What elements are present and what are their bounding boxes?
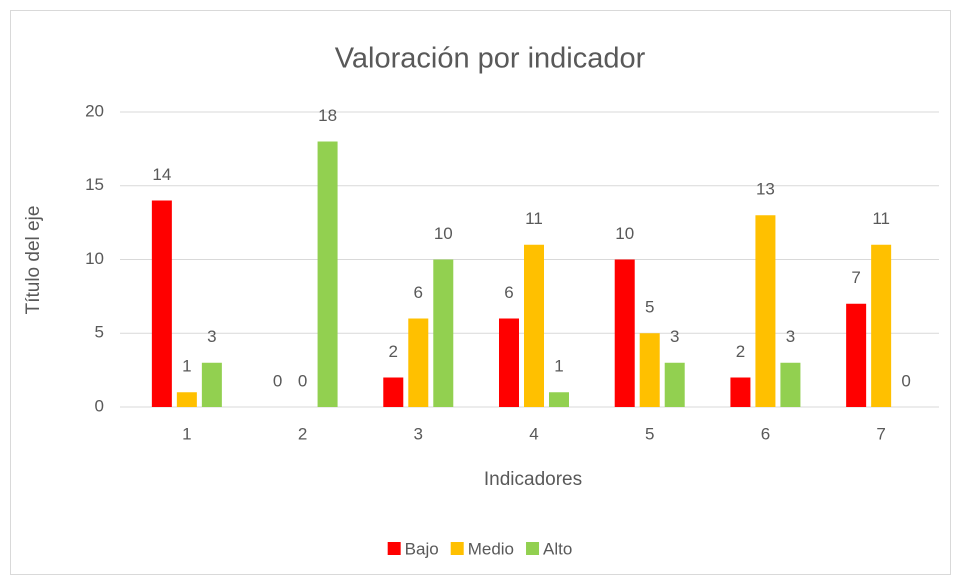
legend-swatch bbox=[450, 542, 464, 555]
data-label: 1 bbox=[182, 357, 191, 376]
x-tick-label: 6 bbox=[761, 424, 770, 443]
data-label: 0 bbox=[901, 371, 910, 390]
legend-label: Medio bbox=[468, 539, 514, 558]
data-label: 10 bbox=[434, 224, 453, 243]
x-tick-label: 3 bbox=[414, 424, 423, 443]
data-label: 3 bbox=[670, 327, 679, 346]
bar bbox=[780, 362, 801, 407]
data-label: 13 bbox=[756, 180, 775, 199]
bar bbox=[664, 362, 685, 407]
data-label: 10 bbox=[615, 224, 634, 243]
data-label: 11 bbox=[525, 209, 543, 228]
y-tick-label: 10 bbox=[85, 249, 104, 268]
chart-title: Valoración por indicador bbox=[335, 43, 646, 75]
x-tick-label: 5 bbox=[645, 424, 654, 443]
data-label: 3 bbox=[786, 327, 795, 346]
data-label: 6 bbox=[504, 283, 513, 302]
legend-label: Alto bbox=[543, 539, 572, 558]
chart-border bbox=[10, 10, 951, 575]
legend-swatch bbox=[387, 542, 401, 555]
x-tick-label: 2 bbox=[298, 424, 307, 443]
bar bbox=[614, 259, 635, 407]
bar bbox=[549, 392, 569, 407]
data-label: 6 bbox=[414, 283, 423, 302]
bar bbox=[499, 318, 519, 407]
bar bbox=[730, 377, 751, 407]
y-tick-label: 5 bbox=[95, 323, 104, 342]
data-label: 7 bbox=[851, 268, 860, 287]
data-label: 5 bbox=[645, 298, 654, 317]
data-label: 0 bbox=[298, 371, 307, 390]
bar bbox=[433, 259, 454, 407]
x-axis-label: Indicadores bbox=[484, 469, 582, 490]
x-tick-label: 4 bbox=[529, 424, 538, 443]
bar bbox=[151, 200, 172, 407]
y-axis-label: Título del eje bbox=[23, 206, 44, 315]
data-label: 2 bbox=[389, 342, 398, 361]
x-tick-label: 7 bbox=[876, 424, 885, 443]
bar bbox=[408, 318, 429, 407]
bar bbox=[201, 362, 222, 407]
y-tick-label: 0 bbox=[95, 396, 104, 415]
bar bbox=[755, 215, 776, 407]
data-label: 3 bbox=[207, 327, 216, 346]
bar bbox=[524, 244, 544, 407]
bar bbox=[176, 392, 197, 407]
legend-swatch bbox=[526, 542, 540, 555]
bar bbox=[846, 303, 867, 407]
x-tick-label: 1 bbox=[182, 424, 191, 443]
bar bbox=[871, 244, 892, 407]
bar bbox=[317, 141, 338, 407]
data-label: 11 bbox=[872, 209, 890, 228]
y-tick-label: 15 bbox=[85, 175, 104, 194]
data-label: 18 bbox=[318, 106, 337, 125]
y-tick-label: 20 bbox=[85, 101, 104, 120]
data-label: 14 bbox=[152, 165, 171, 184]
bar bbox=[383, 377, 404, 407]
data-label: 0 bbox=[273, 371, 282, 390]
data-label: 2 bbox=[736, 342, 745, 361]
data-label: 1 bbox=[554, 357, 563, 376]
legend-label: Bajo bbox=[405, 539, 439, 558]
bar bbox=[639, 333, 660, 407]
